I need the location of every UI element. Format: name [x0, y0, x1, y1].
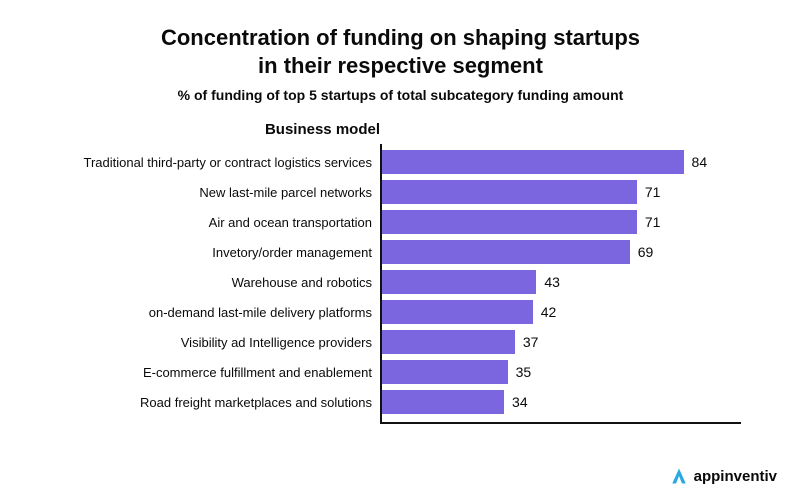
category-label: E-commerce fulfillment and enablement [40, 360, 380, 384]
bar-row: 69 [382, 240, 741, 264]
bar-row: 42 [382, 300, 741, 324]
brand-logo: appinventiv [670, 467, 777, 485]
bar [382, 150, 684, 174]
y-axis-title: Business model [40, 121, 380, 138]
bar-row: 71 [382, 180, 741, 204]
category-label: Road freight marketplaces and solutions [40, 390, 380, 414]
bar [382, 240, 630, 264]
chart-title: Concentration of funding on shaping star… [0, 0, 801, 87]
bar-value: 71 [637, 184, 661, 200]
bar-value: 37 [515, 334, 539, 350]
bar [382, 300, 533, 324]
bar [382, 270, 536, 294]
chart-subtitle: % of funding of top 5 startups of total … [0, 87, 801, 121]
category-label: Visibility ad Intelligence providers [40, 330, 380, 354]
category-label: Traditional third-party or contract logi… [40, 150, 380, 174]
bar-value: 71 [637, 214, 661, 230]
category-label: Warehouse and robotics [40, 270, 380, 294]
bar [382, 390, 504, 414]
bar-value: 35 [508, 364, 532, 380]
category-labels: Traditional third-party or contract logi… [40, 144, 380, 424]
chart-title-line1: Concentration of funding on shaping star… [161, 25, 640, 50]
bar-row: 34 [382, 390, 741, 414]
bar-value: 43 [536, 274, 560, 290]
bar-value: 69 [630, 244, 654, 260]
brand-a-icon [670, 467, 688, 485]
category-label: on-demand last-mile delivery platforms [40, 300, 380, 324]
bar [382, 330, 515, 354]
chart: Business model Traditional third-party o… [0, 121, 801, 424]
bar-row: 37 [382, 330, 741, 354]
bar-row: 43 [382, 270, 741, 294]
chart-title-line2: in their respective segment [258, 53, 543, 78]
bar [382, 180, 637, 204]
bar-row: 71 [382, 210, 741, 234]
bar-value: 42 [533, 304, 557, 320]
bar-row: 84 [382, 150, 741, 174]
brand-name: appinventiv [694, 468, 777, 485]
category-label: Air and ocean transportation [40, 210, 380, 234]
bar-row: 35 [382, 360, 741, 384]
bar [382, 210, 637, 234]
bar [382, 360, 508, 384]
bar-value: 84 [684, 154, 708, 170]
category-label: New last-mile parcel networks [40, 180, 380, 204]
bar-value: 34 [504, 394, 528, 410]
category-label: Invetory/order management [40, 240, 380, 264]
bars-area: 84 71 71 69 43 42 37 35 34 [380, 144, 741, 424]
